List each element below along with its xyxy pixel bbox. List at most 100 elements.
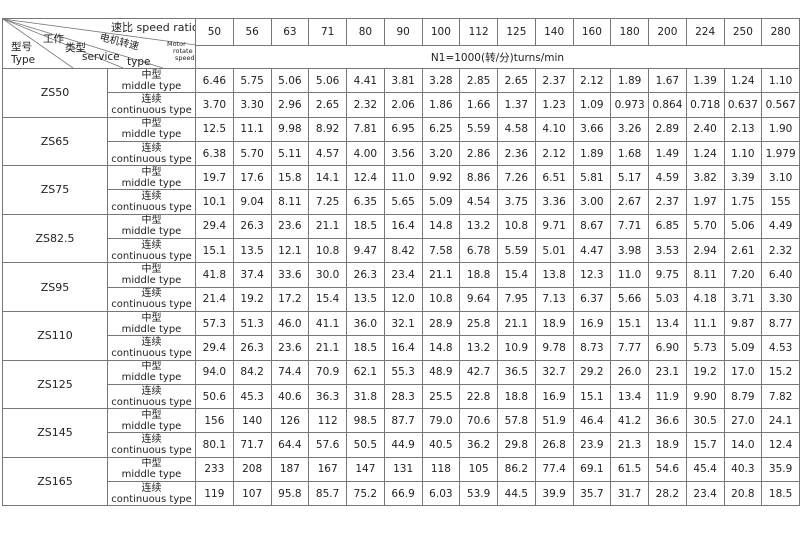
value-cell: 6.25 bbox=[421, 116, 461, 142]
value-cell: 4.10 bbox=[534, 116, 574, 142]
value-cell: 1.49 bbox=[648, 140, 687, 167]
value-cell: 3.20 bbox=[421, 140, 461, 167]
value-cell: 3.00 bbox=[572, 189, 612, 215]
data-row: 连续 continuous type 50.6 45.3 40.6 36.3 31.8 28.… bbox=[3, 383, 800, 410]
value-cell: 29.2 bbox=[572, 359, 612, 385]
model-cell: ZS95 bbox=[2, 262, 108, 312]
value-cell: 27.0 bbox=[723, 408, 763, 434]
type-cell: 中型 middle type bbox=[107, 165, 196, 191]
corner-service-en: service bbox=[82, 51, 120, 63]
type-en: middle type bbox=[121, 226, 182, 238]
value-cell: 156 bbox=[195, 408, 234, 434]
value-cell: 40.3 bbox=[723, 456, 763, 483]
value-cell: 15.2 bbox=[761, 359, 800, 385]
table-wrap: 速比 speed ratio 工作 类型 service type 电机转速 M… bbox=[2, 18, 800, 507]
value-cell: 5.70 bbox=[232, 140, 272, 167]
model-cell: ZS50 bbox=[2, 68, 108, 118]
value-cell: 3.71 bbox=[723, 286, 763, 312]
value-cell: 79.0 bbox=[421, 408, 461, 434]
ratio-header: 63 bbox=[270, 18, 310, 46]
value-cell: 3.53 bbox=[648, 238, 687, 264]
value-cell: 18.8 bbox=[459, 262, 498, 288]
model-cell: ZS110 bbox=[2, 310, 108, 361]
model-cell: ZS65 bbox=[2, 116, 108, 167]
value-cell: 5.75 bbox=[232, 67, 272, 94]
value-cell: 1.39 bbox=[685, 67, 725, 94]
value-cell: 1.67 bbox=[648, 67, 687, 94]
type-en: continuous type bbox=[111, 347, 192, 359]
value-cell: 1.979 bbox=[761, 140, 800, 167]
value-cell: 5.17 bbox=[610, 165, 649, 191]
value-cell: 3.10 bbox=[761, 165, 800, 191]
value-cell: 4.54 bbox=[459, 189, 498, 215]
value-cell: 23.4 bbox=[383, 262, 423, 288]
value-cell: 7.71 bbox=[610, 213, 649, 240]
value-cell: 5.65 bbox=[383, 189, 423, 215]
value-cell: 18.5 bbox=[761, 481, 800, 507]
value-cell: 14.0 bbox=[723, 432, 763, 458]
value-cell: 23.6 bbox=[270, 213, 310, 240]
value-cell: 3.66 bbox=[572, 116, 612, 142]
value-cell: 2.96 bbox=[270, 92, 310, 118]
value-cell: 51.9 bbox=[534, 408, 574, 434]
value-cell: 3.98 bbox=[610, 238, 649, 264]
type-en: middle type bbox=[121, 129, 182, 141]
value-cell: 13.2 bbox=[459, 213, 498, 240]
data-row: ZS65 中型 middle type 12.5 11.1 9.98 8.92 7.81 6.9… bbox=[2, 116, 800, 167]
type-en: middle type bbox=[121, 469, 182, 481]
value-cell: 14.8 bbox=[421, 335, 461, 361]
value-cell: 25.8 bbox=[459, 310, 498, 337]
type-cell: 中型 middle type bbox=[107, 456, 196, 483]
type-en: middle type bbox=[121, 275, 182, 287]
data-row: ZS95 中型 middle type 41.8 37.4 33.6 30.0 26.3 23.… bbox=[2, 262, 800, 312]
ratio-header: 80 bbox=[346, 18, 385, 46]
value-cell: 10.8 bbox=[308, 238, 347, 264]
value-cell: 11.0 bbox=[383, 165, 423, 191]
value-cell: 7.77 bbox=[610, 335, 649, 361]
value-cell: 71.7 bbox=[232, 432, 272, 458]
value-cell: 95.8 bbox=[270, 481, 310, 507]
value-cell: 36.6 bbox=[648, 408, 687, 434]
value-cell: 30.5 bbox=[685, 408, 725, 434]
value-cell: 80.1 bbox=[195, 432, 234, 458]
value-cell: 46.0 bbox=[270, 310, 310, 337]
ratio-header: 112 bbox=[459, 18, 498, 46]
ratio-header: 180 bbox=[610, 18, 649, 46]
value-cell: 4.18 bbox=[685, 286, 725, 312]
value-cell: 4.41 bbox=[346, 67, 385, 94]
corner-motor-en: Motor bbox=[167, 40, 186, 48]
value-cell: 75.2 bbox=[346, 481, 385, 507]
value-cell: 24.1 bbox=[761, 408, 800, 434]
ratio-header: 100 bbox=[421, 18, 461, 46]
value-cell: 16.9 bbox=[572, 310, 612, 337]
value-cell: 57.3 bbox=[195, 310, 234, 337]
ratio-header: 280 bbox=[761, 18, 800, 46]
value-cell: 69.1 bbox=[572, 456, 612, 483]
value-cell: 85.7 bbox=[308, 481, 347, 507]
type-cell: 中型 middle type bbox=[107, 116, 196, 142]
value-cell: 5.70 bbox=[685, 213, 725, 240]
value-cell: 12.4 bbox=[346, 165, 385, 191]
value-cell: 7.81 bbox=[346, 116, 385, 142]
corner-lines bbox=[3, 19, 195, 68]
value-cell: 21.1 bbox=[308, 213, 347, 240]
value-cell: 4.58 bbox=[497, 116, 536, 142]
value-cell: 1.10 bbox=[761, 67, 800, 94]
ratio-header: 90 bbox=[383, 18, 423, 46]
value-cell: 70.9 bbox=[308, 359, 347, 385]
type-en: continuous type bbox=[111, 153, 192, 165]
type-cell: 连续 continuous type bbox=[107, 481, 196, 507]
value-cell: 30.0 bbox=[308, 262, 347, 288]
type-zh: 中型 bbox=[141, 312, 162, 324]
value-cell: 15.1 bbox=[610, 310, 649, 337]
type-cell: 中型 middle type bbox=[107, 262, 196, 288]
type-en: continuous type bbox=[111, 250, 192, 262]
value-cell: 2.37 bbox=[648, 189, 687, 215]
value-cell: 41.2 bbox=[610, 408, 649, 434]
value-cell: 37.4 bbox=[232, 262, 272, 288]
value-cell: 1.97 bbox=[685, 189, 725, 215]
type-cell: 中型 middle type bbox=[107, 213, 196, 240]
value-cell: 187 bbox=[270, 456, 310, 483]
value-cell: 5.06 bbox=[308, 67, 347, 94]
value-cell: 2.32 bbox=[761, 238, 800, 264]
